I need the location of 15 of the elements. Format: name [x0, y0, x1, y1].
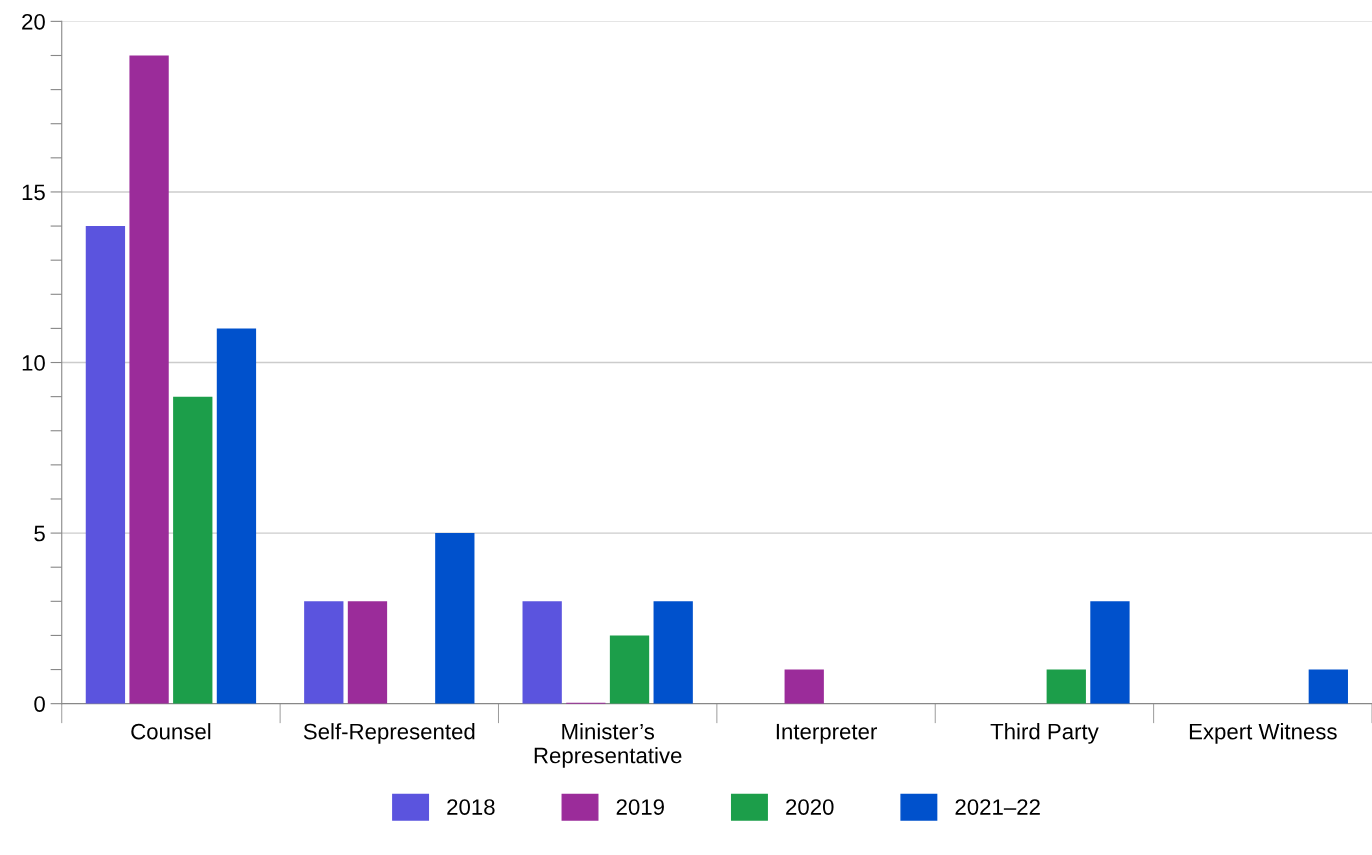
y-tick-label: 20 [22, 13, 45, 30]
x-tick-label: Self-Represented [303, 723, 475, 744]
x-tick-label: Counsel [131, 723, 211, 740]
y-tick-label: 5 [34, 525, 45, 542]
legend-label: 2018 [447, 799, 495, 815]
y-tick-label: 15 [22, 184, 45, 201]
x-tick-label: Minister’s Representative [534, 723, 682, 768]
x-tick-label: Expert Witness [1189, 723, 1337, 744]
legend-label: 2019 [616, 799, 664, 815]
x-tick-label: Third Party [990, 723, 1099, 744]
y-tick-label: 10 [22, 355, 45, 371]
legend-label: 2020 [786, 799, 834, 815]
y-tick-label: 0 [34, 696, 45, 712]
x-tick-label: Interpreter [776, 723, 877, 744]
legend-label: 2021–22 [955, 799, 1040, 815]
